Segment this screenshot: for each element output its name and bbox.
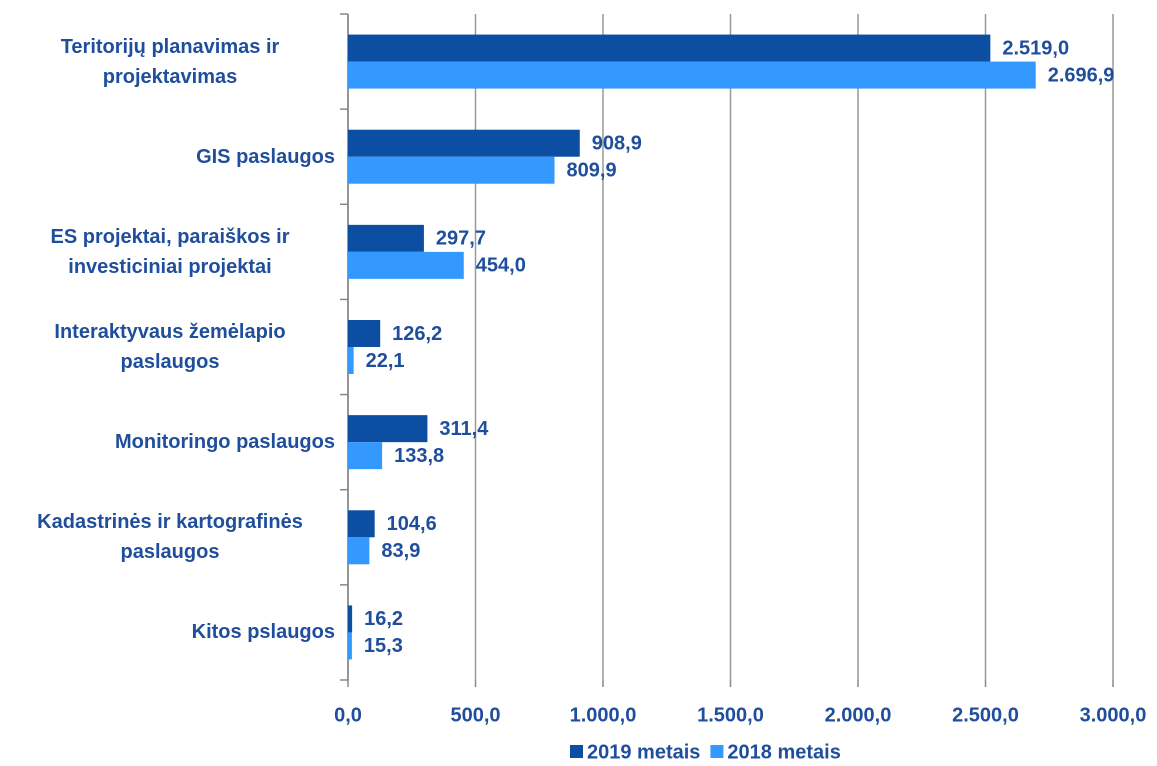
value-label: 297,7: [436, 228, 486, 250]
bar: [348, 347, 354, 374]
x-tick-label: 500,0: [450, 704, 500, 726]
y-tick-label-box: Kadastrinės ir kartografinės paslaugos: [0, 507, 335, 567]
value-label: 133,8: [394, 445, 444, 467]
y-tick-label-box: Teritorijų planavimas ir projektavimas: [0, 32, 335, 92]
x-tick-label: 1.500,0: [697, 704, 764, 726]
y-tick-label: ES projektai, paraiškos ir investiciniai…: [5, 222, 335, 282]
bar: [348, 442, 382, 469]
y-tick-label-box: ES projektai, paraiškos ir investiciniai…: [0, 222, 335, 282]
bar: [348, 157, 555, 184]
legend-label: 2018 metais: [727, 741, 840, 763]
value-label: 16,2: [364, 608, 403, 630]
legend-swatch: [570, 745, 583, 758]
legend-label: 2019 metais: [587, 741, 700, 763]
bar: [348, 130, 580, 157]
value-label: 809,9: [567, 159, 617, 181]
value-label: 126,2: [392, 323, 442, 345]
y-tick-label-box: Interaktyvaus žemėlapio paslaugos: [0, 317, 335, 377]
value-label: 2.519,0: [1002, 37, 1069, 59]
x-tick-label: 0,0: [334, 704, 362, 726]
bar: [348, 632, 352, 659]
legend-swatch: [710, 745, 723, 758]
bar: [348, 605, 352, 632]
bar: [348, 225, 424, 252]
y-tick-label-box: GIS paslaugos: [0, 142, 335, 172]
value-label: 454,0: [476, 255, 526, 277]
y-tick-label: Teritorijų planavimas ir projektavimas: [5, 32, 335, 92]
y-tick-label: Kadastrinės ir kartografinės paslaugos: [5, 507, 335, 567]
x-tick-label: 1.000,0: [570, 704, 637, 726]
bar: [348, 252, 464, 279]
y-tick-label: GIS paslaugos: [196, 142, 335, 172]
bar: [348, 510, 375, 537]
value-label: 15,3: [364, 635, 403, 657]
value-label: 311,4: [439, 418, 489, 440]
y-tick-label-box: Kitos pslaugos: [0, 617, 335, 647]
y-tick-label: Interaktyvaus žemėlapio paslaugos: [5, 317, 335, 377]
bar: [348, 62, 1036, 89]
chart: 0,0 500,0 1.000,0 1.500,0 2.000,0 2.500,0 3.00…: [0, 0, 1157, 766]
value-label: 104,6: [387, 513, 437, 535]
y-tick-label-box: Monitoringo paslaugos: [0, 427, 335, 457]
chart-container: 0,0 500,0 1.000,0 1.500,0 2.000,0 2.500,0 3.00…: [0, 0, 1157, 766]
y-tick-label: Monitoringo paslaugos: [115, 427, 335, 457]
x-tick-label: 2.000,0: [825, 704, 892, 726]
bar: [348, 415, 427, 442]
bar: [348, 537, 369, 564]
x-tick-label: 3.000,0: [1080, 704, 1147, 726]
value-label: 83,9: [381, 540, 420, 562]
y-tick-label: Kitos pslaugos: [192, 617, 335, 647]
value-label: 908,9: [592, 132, 642, 154]
value-label: 2.696,9: [1048, 64, 1115, 86]
value-label: 22,1: [366, 350, 405, 372]
bar: [348, 35, 990, 62]
bar: [348, 320, 380, 347]
x-tick-label: 2.500,0: [952, 704, 1019, 726]
